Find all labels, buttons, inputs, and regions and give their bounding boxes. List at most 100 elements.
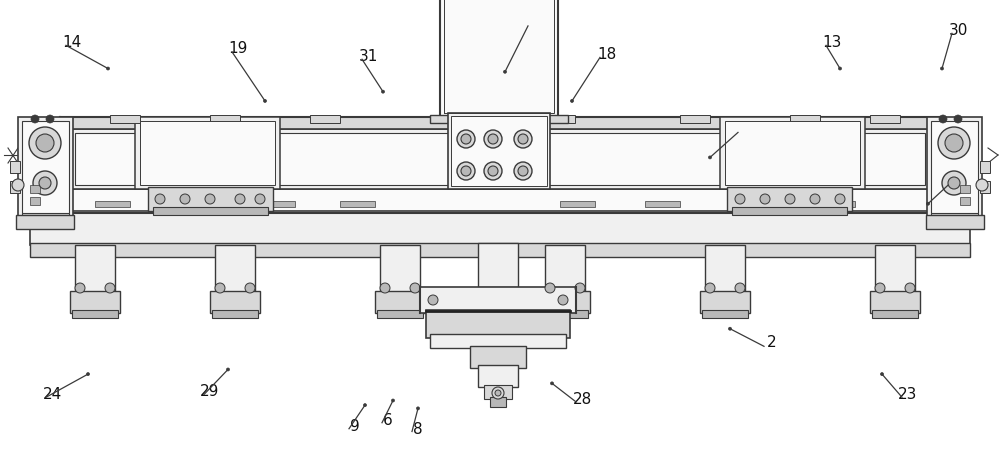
Circle shape (255, 194, 265, 204)
Text: 8: 8 (413, 422, 423, 437)
Bar (10, 181, 20, 193)
Circle shape (382, 90, 384, 93)
Circle shape (392, 399, 394, 402)
Circle shape (364, 404, 366, 407)
Bar (725, 121, 860, 185)
Bar (478, 365, 518, 387)
Bar (110, 115, 140, 123)
Bar (448, 113, 550, 189)
Bar (30, 213, 970, 245)
Text: 28: 28 (573, 392, 593, 407)
Bar (380, 245, 420, 293)
Bar (210, 291, 260, 313)
Bar (135, 117, 280, 189)
Bar (484, 385, 512, 399)
Bar (30, 185, 40, 193)
Circle shape (728, 327, 732, 330)
Bar (870, 115, 900, 123)
Circle shape (810, 194, 820, 204)
Bar (75, 133, 925, 185)
Text: 31: 31 (358, 49, 378, 64)
Circle shape (881, 373, 884, 375)
Bar (30, 197, 40, 205)
Bar (545, 115, 575, 123)
Text: 10: 10 (735, 122, 755, 137)
Bar (210, 115, 240, 123)
Bar (790, 115, 820, 123)
Circle shape (36, 134, 54, 152)
Bar (340, 201, 375, 207)
Bar (540, 291, 590, 313)
Bar (148, 187, 273, 211)
Text: 19: 19 (228, 41, 248, 56)
Bar (440, 0, 558, 117)
Circle shape (735, 283, 745, 293)
Bar (72, 310, 118, 318)
Circle shape (940, 67, 944, 70)
Bar (10, 161, 20, 173)
Circle shape (492, 387, 504, 399)
Circle shape (87, 373, 90, 375)
Circle shape (495, 390, 501, 396)
Text: 3: 3 (530, 15, 540, 30)
Bar (153, 207, 268, 215)
Bar (30, 243, 970, 257)
Text: 29: 29 (200, 384, 220, 399)
Circle shape (12, 179, 24, 191)
Circle shape (33, 171, 57, 195)
Circle shape (105, 283, 115, 293)
Circle shape (31, 115, 39, 123)
Circle shape (785, 194, 795, 204)
Text: 23: 23 (898, 387, 918, 402)
Bar (426, 310, 570, 338)
Bar (260, 201, 295, 207)
Circle shape (550, 382, 554, 385)
Circle shape (705, 283, 715, 293)
Circle shape (760, 194, 770, 204)
Bar (420, 287, 576, 313)
Circle shape (939, 115, 947, 123)
Circle shape (155, 194, 165, 204)
Circle shape (180, 194, 190, 204)
Circle shape (39, 177, 51, 189)
Circle shape (570, 100, 574, 102)
Bar (18, 117, 73, 217)
Bar (705, 245, 745, 293)
Circle shape (514, 162, 532, 180)
Text: 9: 9 (350, 419, 360, 434)
Text: 1: 1 (947, 175, 957, 190)
Bar (377, 310, 423, 318)
Circle shape (46, 115, 54, 123)
Bar (700, 291, 750, 313)
Circle shape (976, 179, 988, 191)
Bar (60, 129, 940, 189)
Bar (175, 201, 210, 207)
Circle shape (205, 194, 215, 204)
Bar (645, 201, 680, 207)
Circle shape (545, 283, 555, 293)
Text: 24: 24 (42, 387, 62, 402)
Bar (720, 117, 865, 189)
Bar (430, 115, 568, 123)
Bar (732, 207, 847, 215)
Bar (702, 310, 748, 318)
Circle shape (457, 162, 475, 180)
Bar (926, 215, 984, 229)
Bar (931, 121, 978, 213)
Bar (215, 245, 255, 293)
Circle shape (938, 127, 970, 159)
Bar (980, 161, 990, 173)
Circle shape (106, 67, 110, 70)
Bar (212, 310, 258, 318)
Circle shape (948, 177, 960, 189)
Bar (22, 213, 69, 223)
Bar (727, 187, 852, 211)
Bar (75, 245, 115, 293)
Circle shape (518, 134, 528, 144)
Circle shape (504, 70, 507, 73)
Bar (430, 334, 566, 348)
Bar (445, 115, 475, 123)
Circle shape (575, 283, 585, 293)
Text: 14: 14 (62, 35, 82, 50)
Bar (875, 245, 915, 293)
